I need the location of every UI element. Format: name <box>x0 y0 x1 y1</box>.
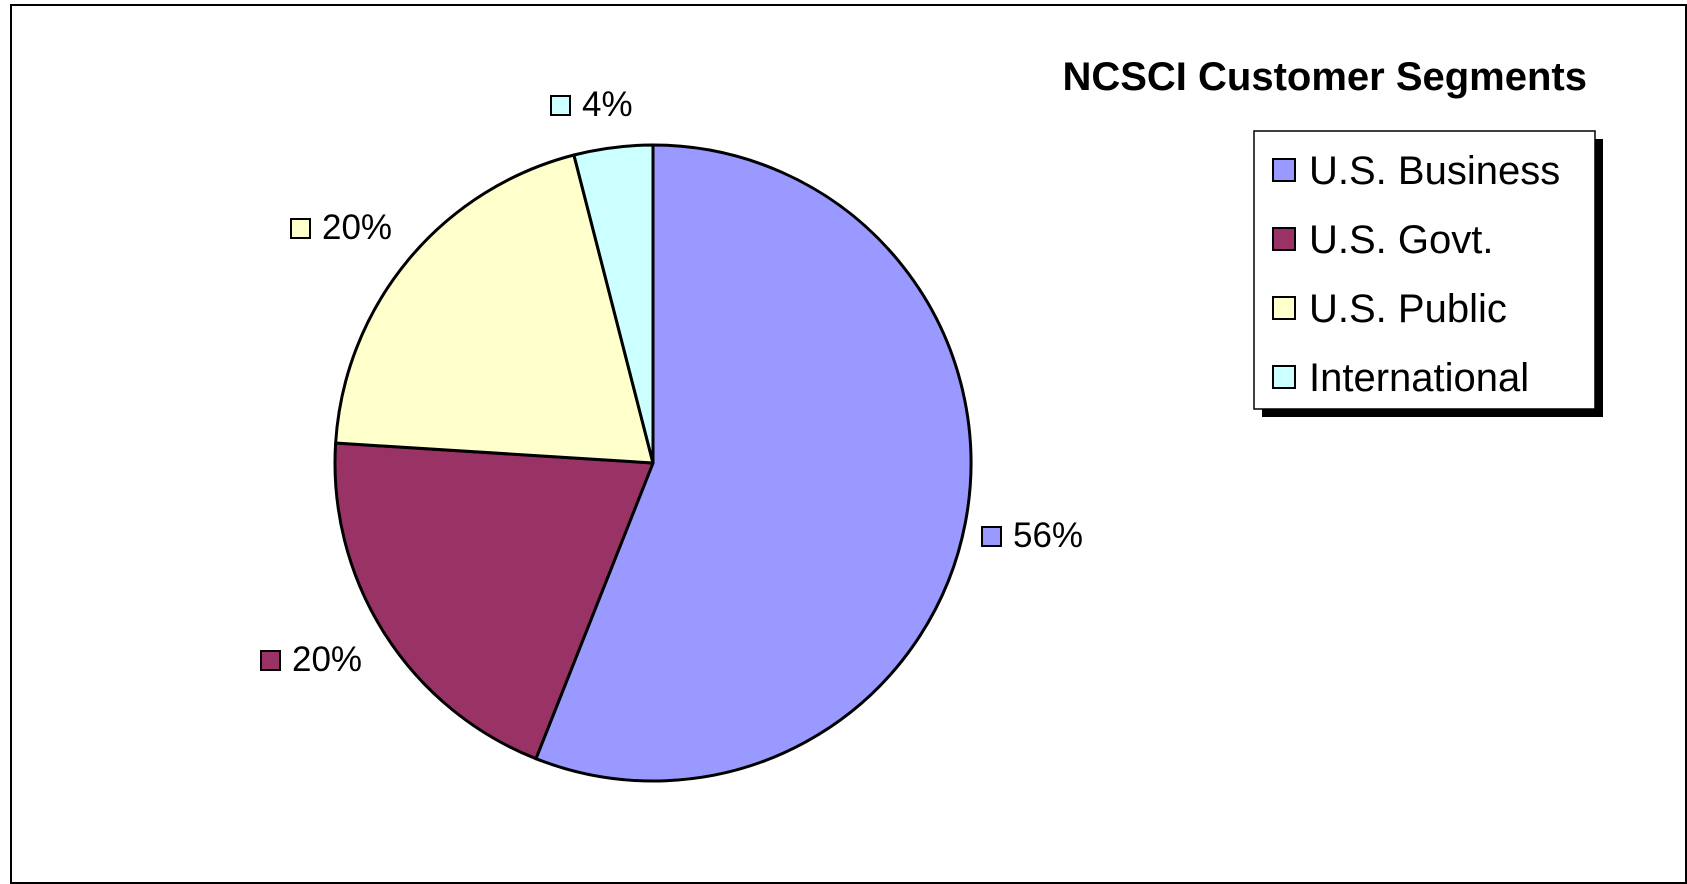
pie-slices <box>333 143 973 783</box>
data-label: 20% <box>322 208 392 247</box>
data-label-swatch <box>981 526 1002 547</box>
pie-slice-international <box>572 143 655 465</box>
pie-slice-u-s-govt <box>333 441 655 761</box>
data-label-swatch <box>260 650 281 671</box>
pie-chart: NCSCI Customer Segments 56% 20% 20% 4% U.S.… <box>260 55 1603 783</box>
chart-title: NCSCI Customer Segments <box>1062 55 1587 99</box>
legend-entry: International <box>1309 356 1529 400</box>
legend-swatch <box>1272 365 1296 389</box>
pie-slice-u-s-public <box>334 153 655 465</box>
legend-entry: U.S. Public <box>1309 287 1507 331</box>
legend-entry: U.S. Business <box>1309 149 1560 193</box>
legend-items: U.S. Business U.S. Govt. U.S. Public Intern… <box>1272 149 1560 400</box>
data-labels: 56% 20% 20% 4% <box>260 85 1083 679</box>
legend-entry: U.S. Govt. <box>1309 218 1494 262</box>
legend-swatch <box>1272 158 1296 182</box>
pie-slice-u-s-business <box>534 143 973 783</box>
data-label: 20% <box>292 640 362 679</box>
data-label: 56% <box>1013 516 1083 555</box>
data-label-swatch <box>290 218 311 239</box>
legend-swatch <box>1272 227 1296 251</box>
legend-swatch <box>1272 296 1296 320</box>
legend: U.S. Business U.S. Govt. U.S. Public Intern… <box>1253 130 1603 417</box>
data-label-swatch <box>550 95 571 116</box>
legend-box <box>1253 130 1596 410</box>
data-label: 4% <box>582 85 633 124</box>
